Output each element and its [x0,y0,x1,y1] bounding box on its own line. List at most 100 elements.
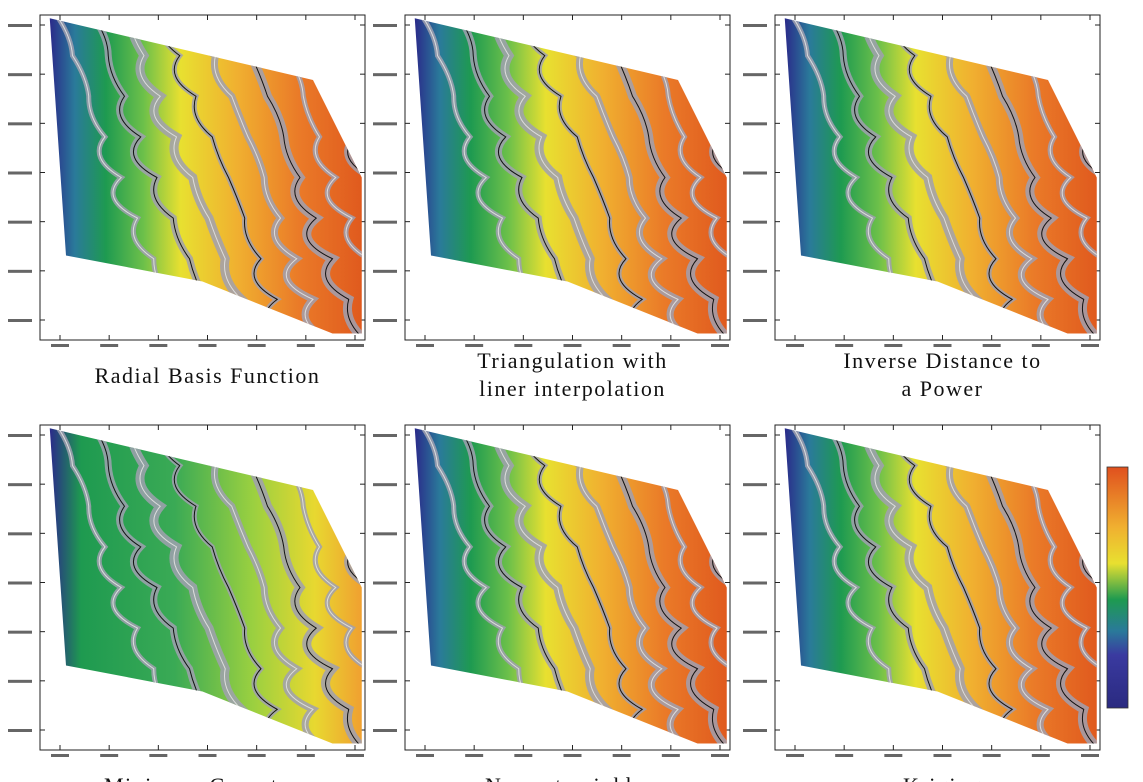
contour-line [894,18,1029,334]
tick-label-blur [743,483,767,487]
map-panel [8,14,366,347]
contour-line [194,428,330,744]
tick-label-blur [743,269,767,273]
tick-label-blur [373,171,397,175]
tick-label-blur [373,220,397,224]
tick-label-blur [612,344,631,347]
tick-label-blur [8,220,32,224]
tick-label-blur [661,754,680,757]
tick-label-blur [149,344,168,347]
caption: a Power [902,376,984,401]
tick-label-blur [8,171,32,175]
tick-label-blur [933,754,952,757]
tick-label-blur [373,319,397,322]
contour-line [159,428,294,744]
tick-label-blur [743,73,767,77]
tick-label-blur [198,344,217,347]
tick-label-blur [373,73,397,77]
tick-label-blur [8,679,32,683]
map-panel [743,14,1101,347]
tick-label-blur [711,344,729,347]
contour-line [492,428,623,744]
tick-label-blur [346,344,364,347]
contour-line [492,18,623,334]
contour-line [234,428,362,744]
tick-label-blur [1081,344,1099,347]
tick-label-blur [743,24,767,27]
tick-label-blur [743,630,767,634]
tick-label-blur [8,630,32,634]
tick-label-blur [612,754,631,757]
tick-label-blur [743,319,767,322]
contour-line [599,428,727,744]
tick-label-blur [373,434,397,437]
tick-label-blur [786,344,804,347]
tick-label-blur [743,434,767,437]
tick-label-blur [982,754,1001,757]
tick-label-blur [743,679,767,683]
contours [54,428,362,744]
tick-label-blur [1081,754,1099,757]
contour-line [862,18,993,334]
tick-label-blur [743,581,767,585]
contour-line [969,18,1097,334]
caption: Radial Basis Function [95,363,321,388]
tick-label-blur [743,729,767,732]
tick-label-blur [296,344,315,347]
tick-label-blur [465,344,484,347]
caption: Nearest neighbor [485,773,660,782]
tick-label-blur [711,754,729,757]
tick-label-blur [247,754,266,757]
tick-label-blur [514,754,533,757]
tick-label-blur [8,24,32,27]
contour-line [524,428,659,744]
tick-label-blur [743,532,767,536]
tick-label-blur [416,754,434,757]
tick-label-blur [982,344,1001,347]
caption: liner interpolation [479,376,666,401]
color-bar [1106,466,1129,709]
tick-label-blur [563,344,582,347]
contour-line [194,18,330,334]
tick-label-blur [743,171,767,175]
tick-label-blur [373,729,397,732]
tick-label-blur [296,754,315,757]
contour-line [234,18,362,334]
tick-label-blur [8,483,32,487]
caption: Triangulation with [477,348,668,373]
tick-label-blur [373,483,397,487]
tick-label-blur [563,754,582,757]
tick-label-blur [373,532,397,536]
tick-label-blur [373,269,397,273]
tick-label-blur [8,122,32,126]
contour-line [599,18,727,334]
map-panel [743,424,1101,757]
tick-label-blur [8,319,32,322]
contour-line [127,18,258,334]
tick-label-blur [416,344,434,347]
tick-label-blur [1031,344,1050,347]
tick-label-blur [835,754,854,757]
tick-label-blur [8,532,32,536]
caption: Minimum Curvature [104,773,311,782]
tick-label-blur [743,220,767,224]
map-panel [8,424,366,757]
tick-label-blur [884,754,903,757]
tick-label-blur [933,344,952,347]
tick-label-blur [100,344,119,347]
tick-label-blur [373,581,397,585]
tick-label-blur [346,754,364,757]
tick-label-blur [51,754,69,757]
tick-label-blur [373,679,397,683]
tick-label-blur [1031,754,1050,757]
caption: Kriging [903,773,982,782]
contour-line [929,18,1065,334]
tick-label-blur [373,630,397,634]
contour-line [127,428,258,744]
tick-label-blur [465,754,484,757]
tick-label-blur [661,344,680,347]
tick-label-blur [514,344,533,347]
map-panel [373,14,731,347]
tick-label-blur [786,754,804,757]
